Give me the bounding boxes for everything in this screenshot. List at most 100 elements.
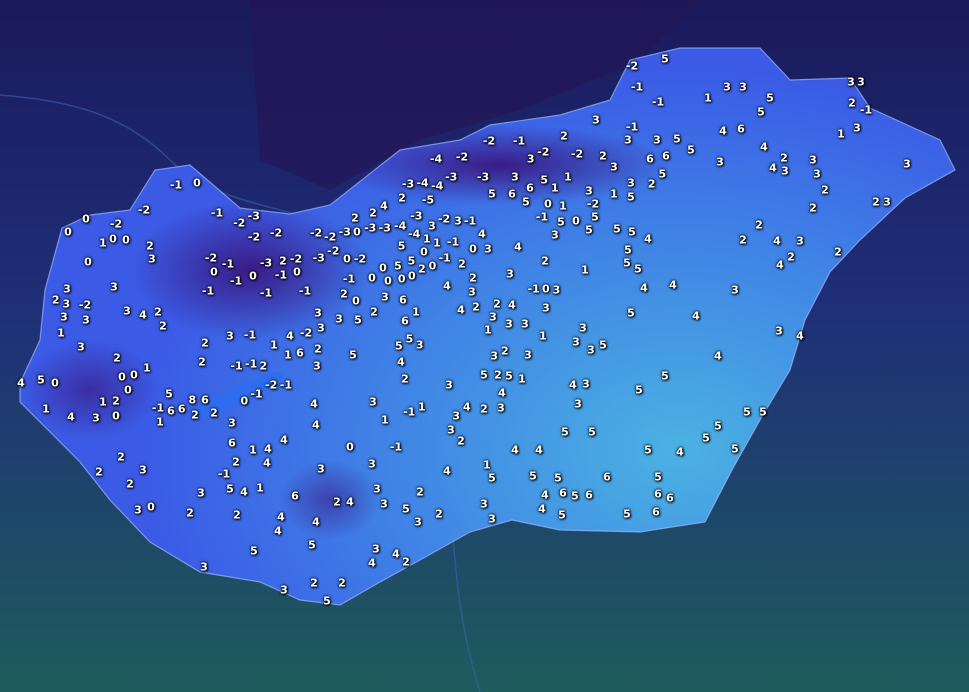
- station-value[interactable]: 2: [541, 254, 549, 268]
- station-value[interactable]: 3: [280, 583, 288, 597]
- station-value[interactable]: 2: [154, 305, 162, 319]
- station-value[interactable]: 3: [490, 349, 499, 363]
- station-value[interactable]: -1: [527, 282, 540, 296]
- station-value[interactable]: 2: [370, 305, 378, 319]
- station-value[interactable]: 4: [760, 140, 768, 154]
- station-value[interactable]: 2: [340, 287, 348, 301]
- station-value[interactable]: -1: [625, 120, 639, 134]
- station-value[interactable]: 5: [658, 167, 667, 181]
- station-value[interactable]: -2: [455, 150, 469, 164]
- station-value[interactable]: 3: [228, 416, 236, 430]
- station-value[interactable]: 3: [582, 377, 590, 391]
- station-value[interactable]: 1: [564, 170, 572, 184]
- station-value[interactable]: 4: [264, 442, 272, 456]
- station-value[interactable]: 3: [468, 285, 476, 299]
- station-value[interactable]: 4: [692, 309, 700, 323]
- station-value[interactable]: 5: [634, 262, 642, 276]
- station-value[interactable]: 0: [384, 274, 392, 288]
- station-value[interactable]: 4: [443, 279, 451, 293]
- station-value[interactable]: 2: [338, 576, 346, 590]
- station-value[interactable]: 3: [200, 560, 208, 574]
- station-value[interactable]: 2: [126, 477, 134, 491]
- station-value[interactable]: -2: [137, 203, 151, 217]
- station-value[interactable]: 4: [67, 410, 75, 424]
- station-value[interactable]: 2: [458, 257, 466, 271]
- station-value[interactable]: 3: [139, 463, 147, 477]
- station-value[interactable]: 0: [544, 197, 552, 211]
- station-value[interactable]: -3: [401, 177, 415, 191]
- station-value[interactable]: 0: [82, 212, 90, 226]
- station-value[interactable]: 1: [42, 402, 50, 416]
- station-value[interactable]: 4: [640, 281, 648, 295]
- station-value[interactable]: 2: [848, 96, 856, 110]
- station-value[interactable]: 5: [766, 91, 774, 105]
- station-value[interactable]: 5: [308, 538, 316, 552]
- station-value[interactable]: 0: [542, 282, 550, 296]
- station-value[interactable]: 0: [109, 232, 117, 246]
- station-value[interactable]: 6: [201, 393, 209, 407]
- station-value[interactable]: 4: [773, 234, 781, 248]
- station-value[interactable]: 1: [483, 458, 491, 472]
- station-value[interactable]: -1: [859, 103, 873, 117]
- station-value[interactable]: 5: [571, 489, 579, 503]
- station-value[interactable]: 0: [122, 233, 130, 247]
- station-value[interactable]: 5: [588, 425, 596, 439]
- station-value[interactable]: 4: [514, 240, 522, 254]
- station-value[interactable]: -2: [482, 134, 496, 148]
- station-value[interactable]: -2: [204, 251, 218, 265]
- station-value[interactable]: 3: [415, 338, 424, 352]
- station-value[interactable]: 5: [661, 52, 669, 66]
- station-value[interactable]: -2: [586, 197, 600, 211]
- station-value[interactable]: 4: [538, 502, 546, 516]
- station-value[interactable]: 5: [661, 369, 669, 383]
- station-value[interactable]: 1: [610, 187, 618, 201]
- station-value[interactable]: 1: [270, 338, 278, 352]
- station-value[interactable]: 2: [233, 508, 241, 522]
- station-value[interactable]: 3: [369, 395, 377, 409]
- station-value[interactable]: 2: [787, 250, 795, 264]
- station-value[interactable]: -2: [269, 226, 283, 240]
- station-value[interactable]: 4: [511, 443, 519, 457]
- station-value[interactable]: 3: [809, 153, 817, 167]
- station-value[interactable]: 2: [351, 211, 359, 225]
- station-value[interactable]: 3: [148, 252, 156, 266]
- station-value[interactable]: 5: [397, 239, 406, 253]
- station-value[interactable]: 2: [95, 465, 103, 479]
- station-value[interactable]: 2: [494, 368, 502, 382]
- station-value[interactable]: 3: [497, 401, 505, 415]
- station-value[interactable]: 1: [57, 326, 65, 340]
- station-value[interactable]: 3: [813, 167, 821, 181]
- station-value[interactable]: 1: [518, 372, 526, 386]
- station-value[interactable]: -3: [445, 170, 458, 184]
- station-value[interactable]: 3: [853, 121, 861, 135]
- station-value[interactable]: 3: [92, 411, 100, 425]
- station-value[interactable]: 2: [560, 129, 568, 143]
- station-value[interactable]: 5: [759, 405, 767, 419]
- station-value[interactable]: 0: [293, 265, 301, 279]
- station-value[interactable]: 3: [454, 214, 462, 228]
- station-value[interactable]: 1: [550, 181, 559, 195]
- station-value[interactable]: 5: [349, 348, 357, 362]
- station-value[interactable]: 3: [883, 195, 891, 209]
- station-value[interactable]: 3: [524, 348, 532, 362]
- station-value[interactable]: 3: [610, 160, 618, 174]
- station-value[interactable]: 3: [723, 80, 731, 94]
- station-value[interactable]: -2: [109, 217, 123, 231]
- station-value[interactable]: 2: [369, 206, 377, 220]
- station-value[interactable]: 4: [380, 199, 388, 213]
- station-value[interactable]: 2: [780, 151, 788, 165]
- station-value[interactable]: 4: [280, 433, 288, 447]
- station-value[interactable]: -2: [327, 244, 340, 258]
- station-value[interactable]: -3: [312, 251, 325, 265]
- station-value[interactable]: 6: [559, 486, 567, 500]
- station-value[interactable]: -1: [229, 274, 243, 288]
- station-value[interactable]: 1: [412, 305, 420, 319]
- station-value[interactable]: 4: [274, 524, 282, 538]
- station-value[interactable]: -1: [221, 257, 235, 271]
- station-value[interactable]: 4: [719, 124, 727, 138]
- station-value[interactable]: -1: [169, 178, 183, 192]
- station-value[interactable]: -1: [151, 401, 165, 415]
- station-value[interactable]: 5: [37, 373, 45, 387]
- station-value[interactable]: 3: [572, 335, 580, 349]
- station-value[interactable]: 5: [505, 369, 513, 383]
